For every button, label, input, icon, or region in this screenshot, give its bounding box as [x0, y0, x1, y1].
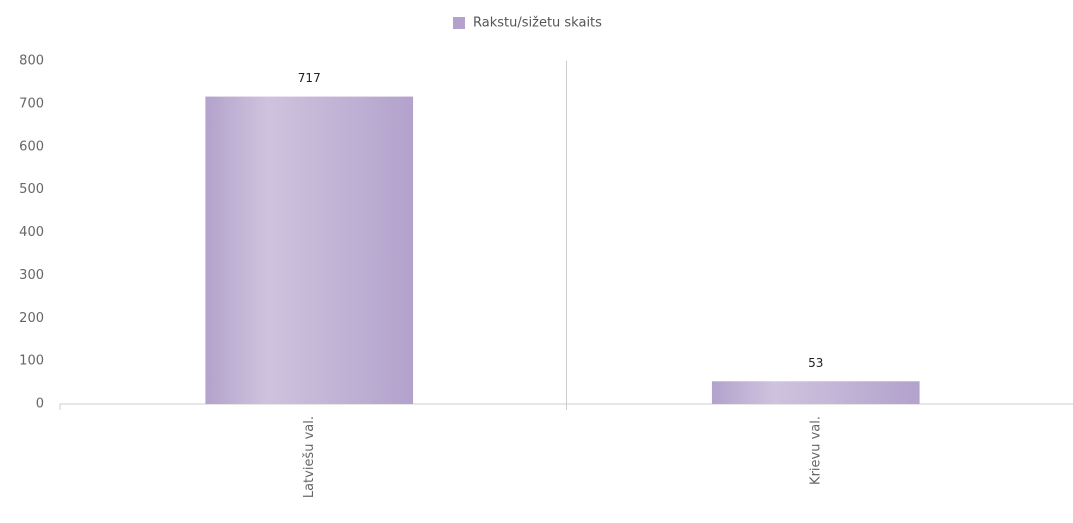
y-tick-label: 500	[19, 182, 44, 197]
bar	[711, 381, 920, 404]
x-tick-label: Latviešu val.	[302, 416, 317, 498]
legend-swatch	[453, 17, 465, 29]
y-tick-label: 600	[19, 139, 44, 154]
y-tick-label: 100	[19, 354, 44, 369]
y-tick-label: 700	[19, 96, 44, 111]
x-tick-label: Krievu val.	[808, 416, 823, 485]
y-tick-label: 300	[19, 268, 44, 283]
legend-label: Rakstu/sižetu skaits	[473, 16, 602, 31]
value-label: 53	[808, 356, 823, 370]
value-label: 717	[298, 71, 321, 85]
bar	[205, 96, 414, 405]
y-tick-label: 800	[19, 54, 44, 69]
y-tick-label: 400	[19, 225, 44, 240]
y-tick-label: 0	[36, 397, 44, 412]
y-tick-label: 200	[19, 311, 44, 326]
